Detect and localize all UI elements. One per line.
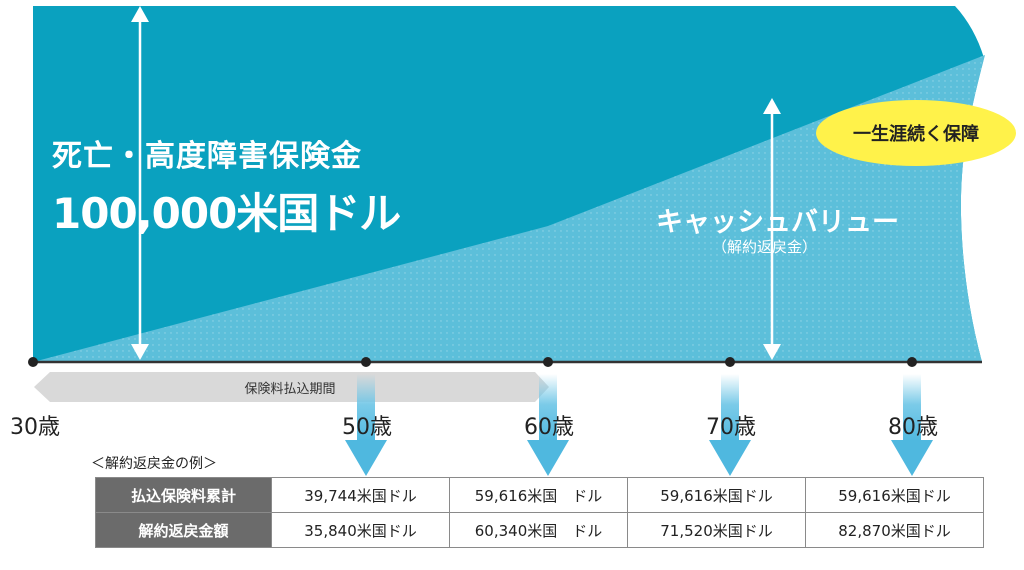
table-cell: 60,340米国 ドル: [449, 512, 628, 548]
timeline-dot-30: [28, 357, 38, 367]
timeline-dot-50: [361, 357, 371, 367]
lifetime-coverage-badge: 一生涯続く保障: [816, 100, 1016, 166]
table-row: 解約返戻金額 35,840米国ドル 60,340米国 ドル 71,520米国ドル…: [95, 512, 984, 548]
age-label-70: 70歳: [706, 415, 756, 440]
table-cell: 39,744米国ドル: [271, 477, 450, 513]
timeline-dot-80: [907, 357, 917, 367]
timeline-dot-70: [725, 357, 735, 367]
row-header-surrender: 解約返戻金額: [95, 512, 272, 548]
death-benefit-label: 死亡・高度障害保険金: [52, 139, 362, 174]
table-cell: 59,616米国ドル: [627, 477, 806, 513]
age-label-50: 50歳: [342, 415, 392, 440]
table-cell: 59,616米国 ドル: [449, 477, 628, 513]
cash-value-table: 払込保険料累計 39,744米国ドル 59,616米国 ドル 59,616米国ド…: [95, 477, 984, 548]
table-row: 払込保険料累計 39,744米国ドル 59,616米国 ドル 59,616米国ド…: [95, 477, 984, 513]
age-label-60: 60歳: [524, 415, 574, 440]
death-benefit-amount: 100,000米国ドル: [52, 189, 401, 238]
table-cell: 59,616米国ドル: [805, 477, 984, 513]
cash-value-sublabel: （解約返戻金）: [712, 238, 818, 256]
cash-value-dot-texture: [33, 55, 985, 362]
lifetime-coverage-text: 一生涯続く保障: [853, 124, 979, 145]
down-arrow-80: [891, 374, 933, 476]
table-cell: 71,520米国ドル: [627, 512, 806, 548]
down-arrow-60: [527, 374, 569, 476]
down-arrow-70: [709, 374, 751, 476]
death-benefit-arrow: [131, 6, 149, 360]
example-title: ＜解約返戻金の例＞: [91, 456, 217, 472]
age-label-30: 30歳: [10, 415, 60, 440]
timeline-dot-60: [543, 357, 553, 367]
cash-value-label: キャッシュバリュー: [656, 207, 899, 238]
table-cell: 82,870米国ドル: [805, 512, 984, 548]
age-label-80: 80歳: [888, 415, 938, 440]
row-header-premium: 払込保険料累計: [95, 477, 272, 513]
premium-period-arrow: [34, 372, 549, 402]
table-cell: 35,840米国ドル: [271, 512, 450, 548]
cash-value-arrow: [763, 98, 781, 360]
premium-period-label: 保険料払込期間: [244, 381, 336, 397]
down-arrow-50: [345, 374, 387, 476]
